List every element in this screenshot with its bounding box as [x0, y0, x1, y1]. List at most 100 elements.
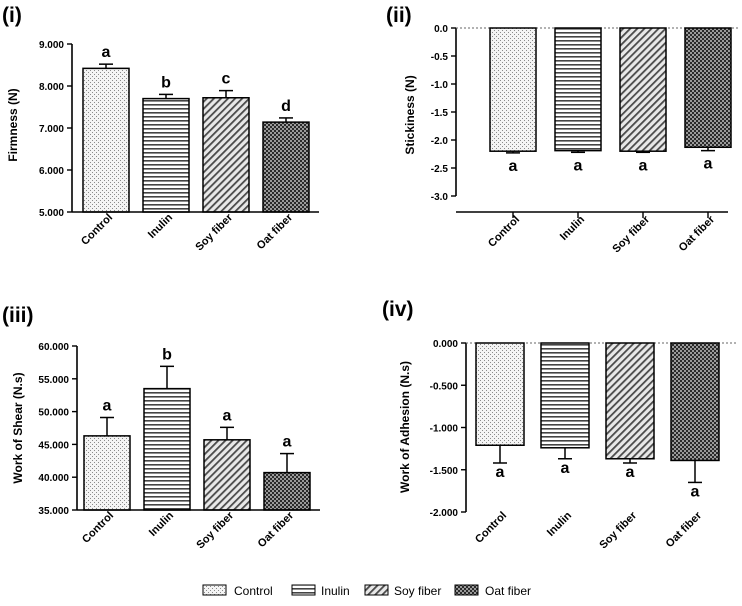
- significance-letter: a: [102, 44, 111, 61]
- bar: [670, 342, 720, 462]
- y-tick-label: 45.000: [38, 440, 69, 451]
- legend-item-control: Control: [202, 584, 273, 598]
- bar: [540, 342, 590, 449]
- category-label: Control: [486, 214, 522, 250]
- y-tick-label: 0.0: [434, 24, 448, 35]
- category-label: Control: [80, 510, 116, 546]
- significance-letter: a: [704, 156, 713, 173]
- significance-letter: a: [496, 464, 505, 481]
- legend-label: Soy fiber: [394, 584, 441, 598]
- significance-letter: a: [691, 483, 700, 500]
- panel-label: (ii): [386, 4, 412, 27]
- y-axis-label: Work of Shear (N.s): [11, 372, 25, 483]
- bar: [262, 121, 310, 213]
- panel-label: (i): [2, 4, 22, 27]
- y-tick-label: 55.000: [38, 375, 69, 386]
- y-tick-label: 40.000: [38, 473, 69, 484]
- legend-item-inulin: Inulin: [291, 584, 350, 598]
- y-tick-label: 35.000: [38, 506, 69, 517]
- y-tick-label: 7.000: [39, 124, 64, 135]
- y-tick-label: -2.0: [431, 136, 449, 147]
- significance-letter: a: [574, 157, 583, 174]
- category-label: Control: [473, 510, 509, 546]
- category-label: Inulin: [147, 509, 176, 538]
- legend-label: Inulin: [321, 584, 350, 598]
- y-tick-label: 50.000: [38, 408, 69, 419]
- significance-letter: a: [223, 407, 232, 424]
- bar: [554, 27, 602, 152]
- legend-item-soy-fiber: Soy fiber: [364, 584, 441, 598]
- significance-letter: a: [509, 158, 518, 175]
- y-axis-label: Work of Adhesion (N.s): [398, 361, 412, 493]
- y-tick-label: -1.5: [431, 108, 449, 119]
- significance-letter: b: [161, 74, 171, 91]
- panel-i: (i) Firmness (N) 5.000 6.000 7.000 8.000 9.0…: [2, 4, 319, 253]
- y-tick-label: -3.0: [431, 192, 449, 203]
- panel-label: (iv): [382, 298, 414, 321]
- panel-label: (iii): [2, 304, 34, 327]
- y-tick-label: -2.000: [430, 508, 459, 519]
- bar: [82, 67, 130, 213]
- significance-letter: a: [639, 157, 648, 174]
- significance-letter: a: [626, 464, 635, 481]
- category-label: Soy fiber: [597, 509, 639, 551]
- panel-iii: (iii) Work of Shear (N.s) 35.000 40.000 45…: [2, 304, 320, 551]
- legend-label: Oat fiber: [485, 584, 531, 598]
- plot-area: 0.000 -0.500 -1.000 -1.500 -2.000 a Control a In…: [430, 339, 738, 551]
- y-tick-label: 8.000: [39, 82, 64, 93]
- significance-letter: a: [283, 434, 292, 451]
- y-tick-label: 60.000: [38, 342, 69, 353]
- category-label: Inulin: [146, 211, 175, 240]
- legend-swatch: [202, 584, 227, 596]
- plot-area: 5.000 6.000 7.000 8.000 9.000 a Control b Inulin…: [39, 40, 319, 253]
- bar: [142, 97, 190, 213]
- significance-letter: b: [162, 346, 172, 363]
- bar: [263, 471, 311, 511]
- legend-item-oat-fiber: Oat fiber: [454, 584, 531, 598]
- category-label: Soy fiber: [194, 509, 236, 551]
- legend-label: Control: [234, 584, 273, 598]
- bar: [489, 27, 537, 152]
- significance-letter: d: [281, 98, 291, 115]
- y-tick-label: -2.5: [431, 164, 449, 175]
- bar: [605, 342, 655, 460]
- panel-ii: (ii) Stickiness (N) 0.0 -0.5 -1.0 -1.5 -2.0 -…: [386, 4, 738, 255]
- y-axis-label: Firmness (N): [6, 88, 20, 161]
- category-label: Inulin: [558, 213, 587, 242]
- y-tick-label: -1.500: [430, 466, 459, 477]
- category-label: Oat fiber: [255, 211, 296, 252]
- category-label: Oat fiber: [256, 509, 297, 550]
- y-tick-label: 9.000: [39, 40, 64, 51]
- category-label: Oat fiber: [664, 509, 705, 550]
- plot-area: 0.0 -0.5 -1.0 -1.5 -2.0 -2.5 -3.0 a Control a Inul…: [431, 24, 738, 255]
- category-label: Control: [79, 212, 115, 248]
- bar: [83, 435, 131, 511]
- category-label: Soy fiber: [193, 211, 235, 253]
- category-label: Oat fiber: [677, 213, 718, 254]
- y-tick-label: -1.0: [431, 80, 449, 91]
- y-tick-label: -1.000: [430, 424, 459, 435]
- legend-swatch: [454, 584, 479, 596]
- panel-iv: (iv) Work of Adhesion (N.s) 0.000 -0.500 -…: [382, 298, 738, 551]
- y-tick-label: 0.000: [433, 339, 458, 350]
- y-tick-label: -0.500: [430, 381, 459, 392]
- plot-area: 35.000 40.000 45.000 50.000 55.000 60.000 a Con…: [38, 342, 320, 551]
- legend: Control Inulin Soy fiber Oat fiber: [202, 584, 531, 598]
- legend-swatch: [291, 584, 316, 596]
- y-tick-label: 6.000: [39, 166, 64, 177]
- bar: [203, 439, 251, 511]
- bar: [475, 342, 525, 446]
- y-tick-label: 5.000: [39, 208, 64, 219]
- category-label: Inulin: [545, 509, 574, 538]
- significance-letter: c: [222, 71, 231, 88]
- bar: [202, 97, 250, 213]
- legend-swatch: [364, 584, 389, 596]
- bar: [619, 27, 667, 152]
- bar: [684, 27, 732, 149]
- significance-letter: a: [103, 398, 112, 415]
- y-axis-label: Stickiness (N): [403, 75, 417, 154]
- significance-letter: a: [561, 460, 570, 477]
- y-tick-label: -0.5: [431, 52, 449, 63]
- bar: [143, 387, 191, 511]
